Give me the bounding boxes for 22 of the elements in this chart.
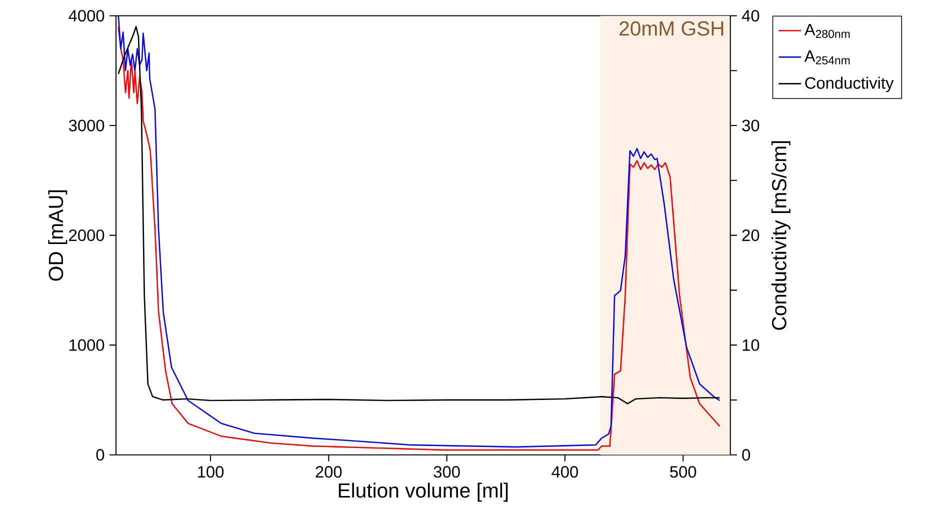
x-tick-label: 500 bbox=[670, 466, 696, 478]
y2-tick-label: 20 bbox=[742, 230, 760, 242]
x-tick-label: 400 bbox=[552, 466, 578, 478]
y-tick-label: 4000 bbox=[68, 10, 104, 22]
x-tick-label: 300 bbox=[434, 466, 460, 478]
y2-tick-label: 10 bbox=[742, 339, 760, 351]
y2-axis-title: Conductivity [mS/cm] bbox=[771, 141, 790, 330]
legend-label: A$_{280nm}$ bbox=[804, 24, 850, 38]
y-tick-label: 3000 bbox=[68, 120, 104, 132]
x-axis-title: Elution volume [ml] bbox=[338, 482, 508, 502]
y-tick-label: 1000 bbox=[70, 339, 104, 351]
band-label: 20mM GSH bbox=[620, 21, 724, 36]
y-tick-label: 2000 bbox=[69, 230, 104, 242]
y2-tick-label: 0 bbox=[742, 449, 750, 461]
x-tick-label: 100 bbox=[198, 466, 224, 478]
y-axis-title: OD [mAU] bbox=[48, 190, 68, 281]
y2-tick-label: 40 bbox=[742, 10, 760, 22]
legend-label: Conductivity bbox=[805, 76, 894, 92]
legend-label: A$_{254nm}$ bbox=[804, 50, 850, 64]
y-tick-label: 0 bbox=[96, 449, 104, 461]
x-tick-label: 200 bbox=[316, 466, 342, 478]
y2-tick-label: 30 bbox=[742, 120, 760, 132]
